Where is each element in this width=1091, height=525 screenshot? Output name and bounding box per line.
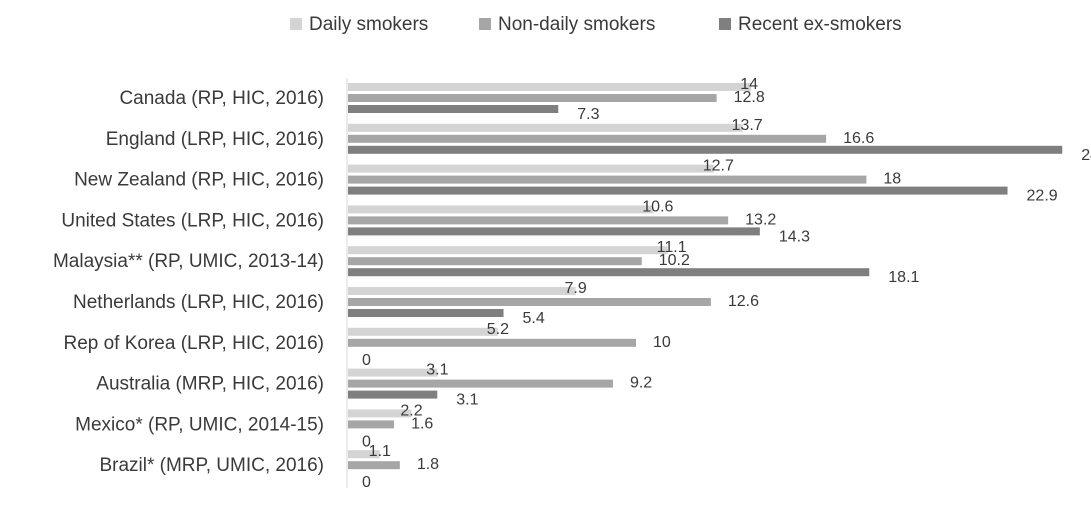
data-label-non-daily-smokers: 10.2 bbox=[659, 252, 690, 269]
data-label-non-daily-smokers: 1.6 bbox=[411, 415, 433, 432]
legend-swatch bbox=[479, 18, 491, 30]
category-label: Canada (RP, HIC, 2016) bbox=[119, 88, 324, 109]
bar-non-daily-smokers bbox=[348, 338, 636, 347]
bar-daily-smokers bbox=[348, 368, 438, 377]
bar-recent-ex-smokers bbox=[348, 186, 1008, 195]
bar-non-daily-smokers bbox=[348, 94, 717, 102]
data-label-daily-smokers: 3.1 bbox=[426, 362, 448, 379]
data-label-non-daily-smokers: 12.8 bbox=[734, 89, 765, 106]
data-label-recent-ex-smokers: 3.1 bbox=[456, 392, 478, 409]
data-label-daily-smokers: 2.2 bbox=[400, 402, 422, 419]
bar-daily-smokers bbox=[348, 205, 654, 214]
data-label-daily-smokers: 12.7 bbox=[703, 158, 734, 175]
data-label-recent-ex-smokers: 0 bbox=[362, 474, 371, 491]
legend-label: Daily smokers bbox=[309, 14, 428, 35]
legend-label: Non-daily smokers bbox=[498, 14, 655, 35]
bar-non-daily-smokers bbox=[348, 461, 400, 470]
bar-non-daily-smokers bbox=[348, 175, 867, 184]
legend-swatch bbox=[719, 18, 731, 30]
data-label-recent-ex-smokers: 24.8 bbox=[1081, 147, 1091, 164]
legend-swatch bbox=[290, 18, 302, 30]
bar-non-daily-smokers bbox=[348, 257, 642, 266]
bar-daily-smokers bbox=[348, 123, 743, 132]
bar-recent-ex-smokers bbox=[348, 105, 559, 113]
data-label-recent-ex-smokers: 0 bbox=[362, 433, 371, 450]
bar-daily-smokers bbox=[348, 327, 498, 336]
data-label-non-daily-smokers: 10 bbox=[653, 334, 671, 351]
bars bbox=[348, 83, 1063, 470]
data-label-daily-smokers: 5.2 bbox=[487, 321, 509, 338]
data-label-daily-smokers: 14 bbox=[740, 76, 758, 93]
data-label-non-daily-smokers: 13.2 bbox=[745, 211, 776, 228]
category-label: Mexico* (RP, UMIC, 2014-15) bbox=[75, 414, 324, 435]
bar-non-daily-smokers bbox=[348, 379, 613, 388]
category-label: England (LRP, HIC, 2016) bbox=[106, 129, 324, 150]
legend-item-daily-smokers: Daily smokers bbox=[290, 14, 428, 35]
category-label: Rep of Korea (LRP, HIC, 2016) bbox=[63, 333, 324, 354]
legend-label: Recent ex-smokers bbox=[738, 14, 902, 35]
data-label-non-daily-smokers: 16.6 bbox=[843, 130, 874, 147]
category-label: Malaysia** (RP, UMIC, 2013-14) bbox=[53, 251, 324, 272]
legend-item-non-daily-smokers: Non-daily smokers bbox=[479, 14, 655, 35]
data-label-recent-ex-smokers: 7.3 bbox=[577, 106, 599, 123]
data-label-recent-ex-smokers: 14.3 bbox=[779, 228, 810, 245]
bar-daily-smokers bbox=[348, 287, 576, 295]
bar-recent-ex-smokers bbox=[348, 390, 438, 399]
legend: Daily smokers Non-daily smokers Recent ex-… bbox=[290, 14, 902, 35]
data-label-daily-smokers: 10.6 bbox=[642, 198, 673, 215]
data-label-recent-ex-smokers: 22.9 bbox=[1027, 188, 1058, 205]
bar-non-daily-smokers bbox=[348, 420, 395, 429]
data-label-recent-ex-smokers: 5.4 bbox=[523, 310, 545, 327]
category-labels: Canada (RP, HIC, 2016) England (LRP, HIC,… bbox=[53, 88, 324, 476]
category-label: New Zealand (RP, HIC, 2016) bbox=[74, 170, 324, 191]
bar-recent-ex-smokers bbox=[348, 309, 504, 317]
bar-recent-ex-smokers bbox=[348, 268, 870, 277]
bar-recent-ex-smokers bbox=[348, 227, 760, 236]
bar-daily-smokers bbox=[348, 450, 380, 459]
data-label-non-daily-smokers: 1.8 bbox=[417, 456, 439, 473]
bar-non-daily-smokers bbox=[348, 134, 827, 143]
bar-daily-smokers bbox=[348, 246, 668, 255]
category-label: Netherlands (LRP, HIC, 2016) bbox=[73, 292, 324, 313]
data-label-daily-smokers: 1.1 bbox=[369, 443, 391, 460]
data-label-daily-smokers: 11.1 bbox=[657, 239, 687, 256]
category-label: Australia (MRP, HIC, 2016) bbox=[96, 374, 324, 395]
bar-non-daily-smokers bbox=[348, 216, 729, 225]
bar-daily-smokers bbox=[348, 83, 752, 91]
category-label: Brazil* (MRP, UMIC, 2016) bbox=[99, 455, 324, 476]
data-labels: 1412.87.313.716.624.812.71822.910.613.21… bbox=[362, 76, 1091, 491]
bar-non-daily-smokers bbox=[348, 298, 711, 306]
data-label-recent-ex-smokers: 18.1 bbox=[888, 269, 919, 286]
bar-daily-smokers bbox=[348, 164, 714, 173]
data-label-daily-smokers: 13.7 bbox=[732, 117, 763, 134]
data-label-non-daily-smokers: 18 bbox=[883, 171, 901, 188]
data-label-recent-ex-smokers: 0 bbox=[362, 352, 371, 369]
bar-daily-smokers bbox=[348, 409, 412, 418]
category-label: United States (LRP, HIC, 2016) bbox=[61, 210, 324, 231]
data-label-non-daily-smokers: 9.2 bbox=[630, 375, 652, 392]
bar-recent-ex-smokers bbox=[348, 145, 1063, 154]
data-label-non-daily-smokers: 12.6 bbox=[728, 293, 759, 310]
legend-item-recent-ex-smokers: Recent ex-smokers bbox=[719, 14, 902, 35]
data-label-daily-smokers: 7.9 bbox=[565, 280, 587, 297]
